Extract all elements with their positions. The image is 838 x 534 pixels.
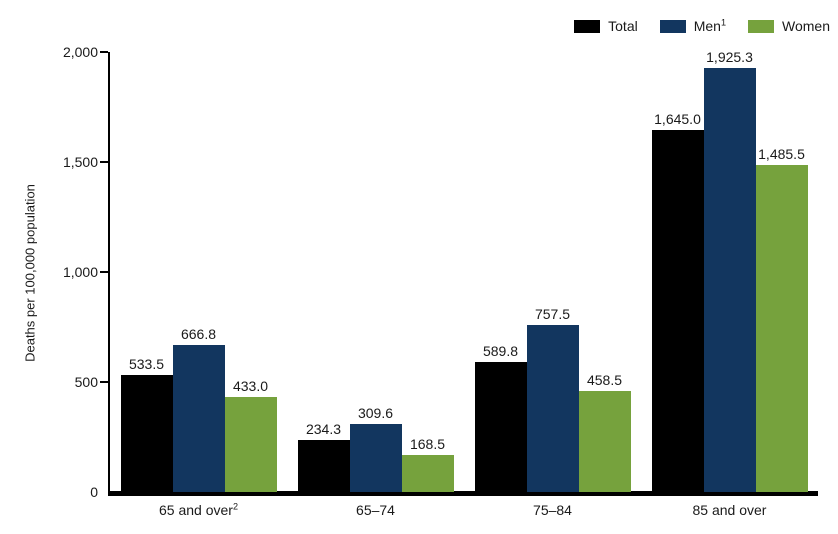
legend-label-women: Women <box>782 18 830 34</box>
y-tick-label: 0 <box>90 484 98 500</box>
bar-women-group1 <box>224 396 277 492</box>
legend-label-total: Total <box>608 18 638 34</box>
bar-men-group3 <box>526 325 579 492</box>
bar-value-label-women-group2: 168.5 <box>409 435 446 452</box>
bar-total-group1 <box>120 374 173 492</box>
bar-value-label-total-group4: 1,645.0 <box>654 111 701 128</box>
x-category-label-4: 85 and over <box>692 502 767 518</box>
bar-value-label-women-group1: 433.0 <box>232 377 269 394</box>
bar-total-group3 <box>474 362 527 492</box>
bar-women-group3 <box>578 391 631 492</box>
y-tick-mark <box>100 161 108 163</box>
bar-total-group2 <box>297 440 350 492</box>
bar-women-group2 <box>401 454 454 492</box>
bar-men-group4 <box>703 68 756 492</box>
legend-label-men: Men1 <box>693 17 727 34</box>
bar-total-group4 <box>651 130 704 492</box>
bar-women-group4 <box>755 165 808 492</box>
bar-value-label-men-group2: 309.6 <box>357 404 394 421</box>
bar-value-label-women-group3: 458.5 <box>586 372 623 389</box>
bar-value-label-men-group4: 1,925.3 <box>706 49 753 66</box>
y-axis-line <box>108 52 110 492</box>
chart-legend: Total Men1 Women <box>574 18 830 34</box>
y-tick-mark <box>100 381 108 383</box>
y-tick-mark <box>100 271 108 273</box>
legend-item-women: Women <box>748 18 830 34</box>
x-category-label-3: 75–84 <box>533 502 572 518</box>
bar-value-label-women-group4: 1,485.5 <box>758 146 805 163</box>
bar-value-label-men-group1: 666.8 <box>180 326 217 343</box>
legend-swatch-total <box>574 19 601 33</box>
bar-value-label-total-group2: 234.3 <box>305 421 342 438</box>
bar-value-label-total-group1: 533.5 <box>128 355 165 372</box>
y-tick-label: 2,000 <box>62 44 98 60</box>
y-tick-label: 1,500 <box>62 154 98 170</box>
legend-item-total: Total <box>574 18 638 34</box>
bar-value-label-total-group3: 589.8 <box>482 343 519 360</box>
y-tick-mark <box>100 51 108 53</box>
legend-item-men: Men1 <box>659 17 727 34</box>
y-tick-label: 1,000 <box>62 264 98 280</box>
legend-swatch-men <box>659 19 686 33</box>
bar-value-label-men-group3: 757.5 <box>534 306 571 323</box>
bar-men-group2 <box>349 423 402 492</box>
legend-swatch-women <box>748 19 775 33</box>
y-tick-label: 500 <box>74 374 98 390</box>
x-category-label-2: 65–74 <box>356 502 395 518</box>
bar-men-group1 <box>172 345 225 492</box>
x-axis-line <box>108 491 818 496</box>
x-category-label-1: 65 and over2 <box>158 501 238 518</box>
